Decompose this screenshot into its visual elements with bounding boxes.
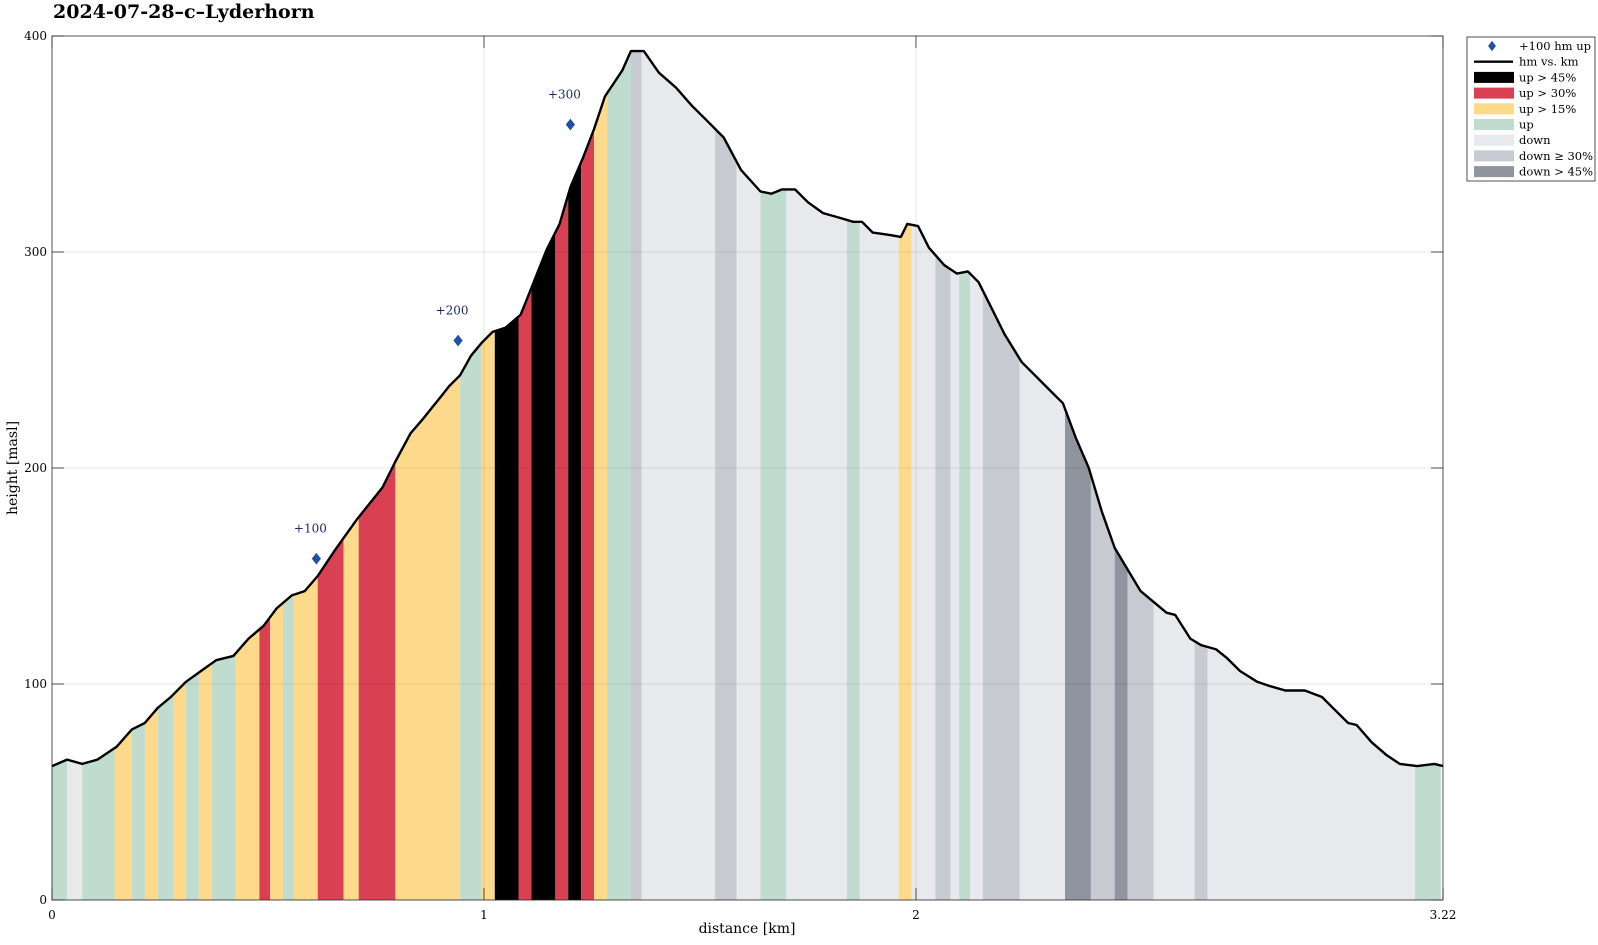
segment-up-gt-30pct xyxy=(581,128,595,900)
segment-up xyxy=(211,653,236,900)
segment-up-gt-15pct xyxy=(293,576,318,900)
hm-marker-label: +200 xyxy=(436,304,469,318)
hm-marker-label: +300 xyxy=(548,88,581,102)
segment-up xyxy=(1414,763,1441,900)
y-tick-label: 100 xyxy=(24,677,47,691)
segment-down xyxy=(1207,647,1415,900)
segment-up xyxy=(185,672,199,900)
x-tick-label: 2 xyxy=(912,908,920,922)
segment-down xyxy=(786,189,847,900)
y-axis-label: height [masl] xyxy=(5,421,21,515)
legend-label: up xyxy=(1519,118,1534,132)
segment-up xyxy=(157,694,173,900)
x-axis-ticks: 0 1 2 3.22 xyxy=(48,36,1456,922)
segment-down-ge-30pct xyxy=(982,290,1020,900)
segment-down xyxy=(641,51,716,901)
segment-down-ge-30pct xyxy=(935,255,951,901)
y-tick-label: 300 xyxy=(24,245,47,259)
legend-label: +100 hm up xyxy=(1519,39,1591,53)
segment-up xyxy=(760,189,787,900)
legend-swatch-up-gt-15pct xyxy=(1474,103,1514,115)
y-tick-label: 200 xyxy=(24,461,47,475)
segment-up-gt-15pct xyxy=(343,517,359,900)
legend-swatch-down xyxy=(1474,134,1514,146)
x-tick-label: 3.22 xyxy=(1430,908,1457,922)
legend-label: up > 30% xyxy=(1519,86,1576,100)
segment-up-gt-30pct xyxy=(317,538,344,900)
segment-down xyxy=(1019,358,1065,900)
legend-label: hm vs. km xyxy=(1519,55,1579,69)
segment-up xyxy=(283,594,294,900)
segment-up-gt-45pct xyxy=(494,316,519,900)
legend-swatch-up xyxy=(1474,119,1514,130)
legend-swatch-down-gt-45pct xyxy=(1474,166,1514,178)
segment-up-gt-15pct xyxy=(235,629,260,900)
segment-down-ge-30pct xyxy=(715,128,737,900)
legend-swatch-down-ge-30pct xyxy=(1474,150,1514,162)
segment-up xyxy=(131,722,145,900)
segment-up xyxy=(846,219,860,900)
segment-up-gt-15pct xyxy=(144,707,158,900)
segment-down-ge-30pct xyxy=(1194,641,1208,900)
segment-up-gt-15pct xyxy=(198,663,212,900)
gradient-segments xyxy=(52,51,1441,901)
segment-up-gt-15pct xyxy=(481,331,495,900)
segment-up-gt-45pct xyxy=(568,162,582,900)
segment-up-gt-30pct xyxy=(358,461,396,900)
grid xyxy=(52,36,1443,900)
segment-down xyxy=(950,269,960,900)
segment-down xyxy=(736,161,761,901)
profile-line-path xyxy=(51,49,1444,768)
segment-up-gt-15pct xyxy=(594,93,608,900)
segment-up xyxy=(460,342,482,900)
segment-up xyxy=(959,271,970,900)
segment-up-gt-15pct xyxy=(395,375,461,901)
legend-label: down ≥ 30% xyxy=(1519,149,1593,163)
y-axis-ticks: 0 100 200 300 400 xyxy=(24,29,1443,907)
y-tick-label: 0 xyxy=(39,893,47,907)
segment-down xyxy=(911,224,936,901)
segment-down-ge-30pct xyxy=(1127,569,1154,900)
segment-up-gt-30pct xyxy=(518,287,532,901)
segment-down-gt-45pct xyxy=(1114,547,1128,900)
legend-marker-swatch xyxy=(1486,39,1498,53)
legend-swatch-up-gt-45pct xyxy=(1474,71,1514,83)
segment-up-gt-30pct xyxy=(555,194,569,900)
hm-marker xyxy=(309,550,323,567)
segment-up-gt-15pct xyxy=(898,223,912,900)
legend-label: down xyxy=(1519,133,1551,147)
segment-up-gt-45pct xyxy=(531,232,556,901)
segment-down xyxy=(859,221,899,901)
legend-label: down > 45% xyxy=(1519,165,1593,179)
segment-up-gt-15pct xyxy=(270,602,284,900)
legend-swatch-up-gt-30pct xyxy=(1474,87,1514,99)
segment-down xyxy=(970,273,983,901)
hm-markers: +100 +200 +300 xyxy=(294,88,581,567)
x-tick-label: 0 xyxy=(48,908,56,922)
hm-marker xyxy=(563,116,577,133)
segment-down xyxy=(67,759,83,900)
segment-down-ge-30pct xyxy=(630,51,642,901)
segment-up xyxy=(52,759,68,900)
legend-label: up > 45% xyxy=(1519,70,1576,84)
segment-down-ge-30pct xyxy=(1090,475,1115,900)
x-axis-label: distance [km] xyxy=(699,921,796,937)
chart-title: 2024-07-28–c–Lyderhorn xyxy=(53,1,315,23)
segment-up-gt-30pct xyxy=(259,617,271,900)
y-tick-label: 400 xyxy=(24,29,47,43)
segment-up xyxy=(607,51,631,901)
hm-marker xyxy=(451,332,465,349)
legend-label: up > 15% xyxy=(1519,102,1576,116)
segment-up-gt-15pct xyxy=(173,681,186,900)
segment-down-gt-45pct xyxy=(1065,409,1091,900)
segment-down xyxy=(1153,601,1195,900)
profile-line xyxy=(51,49,1444,768)
segment-up xyxy=(82,748,115,900)
x-tick-label: 1 xyxy=(480,908,488,922)
segment-up-gt-15pct xyxy=(114,729,132,900)
hm-marker-label: +100 xyxy=(294,522,327,536)
